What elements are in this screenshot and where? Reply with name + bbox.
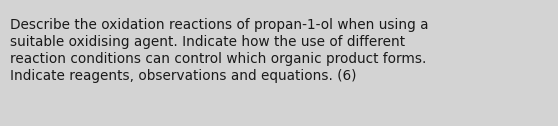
Text: reaction conditions can control which organic product forms.: reaction conditions can control which or…	[10, 52, 426, 66]
Text: Describe the oxidation reactions of propan-1-ol when using a: Describe the oxidation reactions of prop…	[10, 18, 429, 32]
Text: suitable oxidising agent. Indicate how the use of different: suitable oxidising agent. Indicate how t…	[10, 35, 405, 49]
Text: Indicate reagents, observations and equations. (6): Indicate reagents, observations and equa…	[10, 69, 357, 83]
